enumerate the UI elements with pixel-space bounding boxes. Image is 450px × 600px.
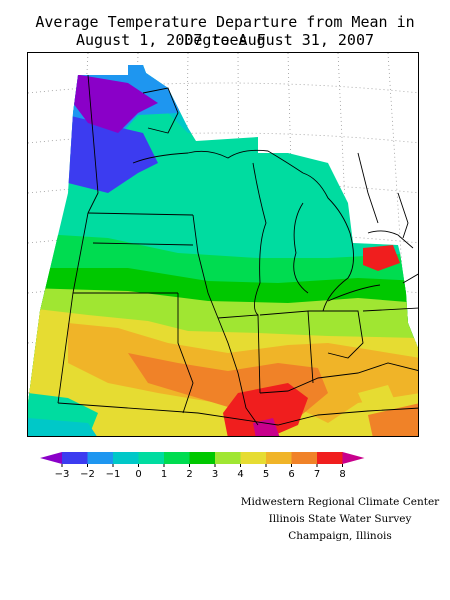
legend-swatch [266, 452, 292, 464]
color-scale-legend: −3 −2 −1 0 1 2 3 4 5 6 7 8 [40, 452, 365, 480]
legend-arrow-high [342, 452, 365, 464]
legend-tick-label: 4 [237, 469, 243, 480]
legend-swatch [189, 452, 216, 464]
credit-survey: Illinois State Water Survey [268, 513, 412, 525]
legend-tick-label: 1 [161, 469, 167, 480]
temperature-departure-map [27, 52, 419, 437]
legend-tick-label: 0 [135, 469, 141, 480]
temperature-bands [28, 65, 418, 436]
legend-swatch [240, 452, 267, 464]
legend-swatch [291, 452, 318, 464]
legend-swatch [138, 452, 165, 464]
legend-swatch [215, 452, 241, 464]
state-boundaries [57, 74, 418, 426]
legend-swatch [317, 452, 343, 464]
legend-tick-label: −3 [55, 469, 70, 480]
legend-tick-label: 7 [314, 469, 320, 480]
legend-swatch [62, 452, 88, 464]
legend-tick-label: 3 [212, 469, 218, 480]
credit-location: Champaign, Illinois [288, 530, 392, 542]
map-title-line-1: Average Temperature Departure from Mean … [35, 13, 415, 49]
credit-organization: Midwestern Regional Climate Center [240, 496, 440, 508]
legend-tick-label: −2 [80, 469, 95, 480]
legend-swatch [87, 452, 114, 464]
map-canvas [28, 53, 418, 436]
legend-tick-label: 6 [288, 469, 294, 480]
legend-swatch [164, 452, 190, 464]
legend-arrow-low [40, 452, 62, 464]
legend-swatch [113, 452, 139, 464]
legend-tick-label: −1 [106, 469, 121, 480]
map-title-line-2: August 1, 2007 to August 31, 2007 [75, 31, 374, 49]
legend-tick-label: 5 [263, 469, 269, 480]
legend-tick-label: 8 [339, 469, 345, 480]
legend-tick-label: 2 [186, 469, 192, 480]
